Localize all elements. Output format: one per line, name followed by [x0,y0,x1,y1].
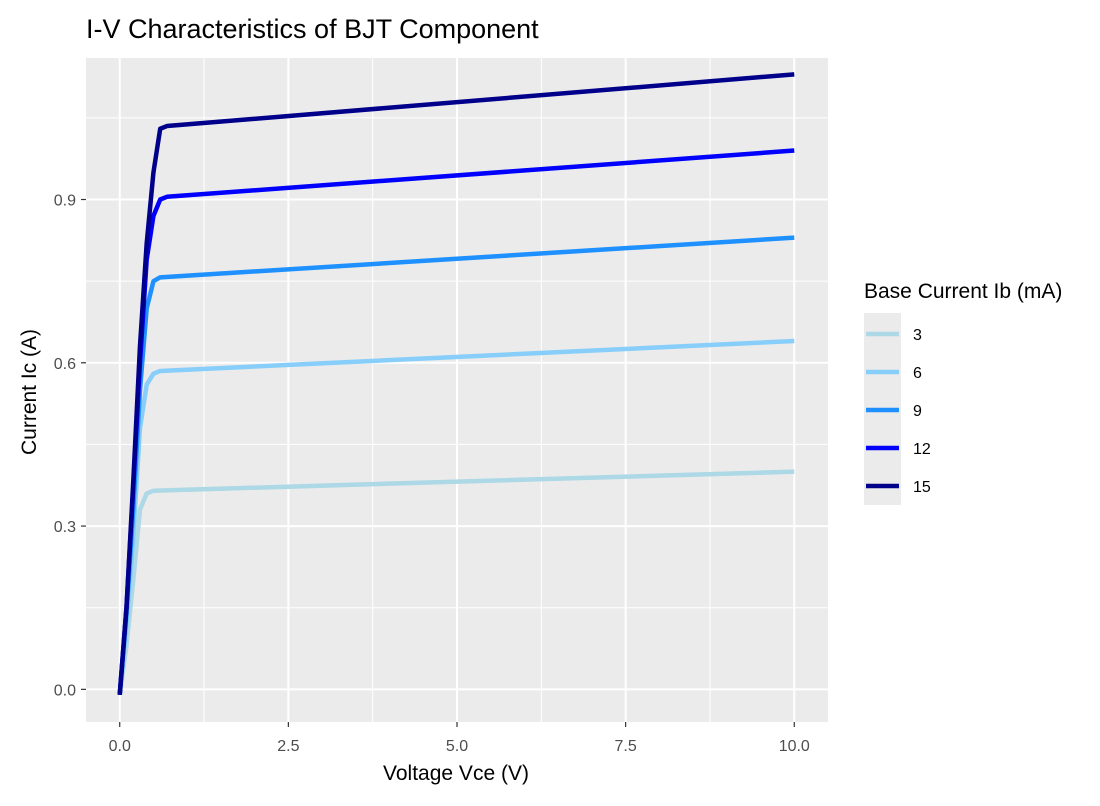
x-tick-label: 10.0 [779,738,810,755]
x-tick-label: 5.0 [446,738,468,755]
y-tick-label: 0.0 [54,682,76,699]
y-axis-title: Current Ic (A) [18,329,41,455]
legend-label-3: 3 [913,327,922,344]
x-tick-label: 7.5 [615,738,637,755]
series-line-15 [117,72,795,695]
legend-title: Base Current Ib (mA) [864,280,1062,303]
legend-label-9: 9 [913,403,922,420]
legend-label-6: 6 [913,365,922,382]
legend-label-15: 15 [913,479,931,496]
legend: Base Current Ib (mA) 3 6 9 12 15 [864,280,1062,505]
x-tick-label: 2.5 [277,738,299,755]
y-tick-label: 0.9 [54,193,76,210]
y-tick-label: 0.3 [54,519,76,536]
axis-ticks: 0.0 2.5 5.0 7.5 10.0 0.0 0.3 0.6 0.9 [54,193,810,755]
series-lines [117,72,795,696]
chart-title: I-V Characteristics of BJT Component [86,14,539,44]
x-axis-title: Voltage Vce (V) [383,762,529,785]
y-tick-label: 0.6 [54,356,76,373]
legend-label-12: 12 [913,441,931,458]
x-tick-label: 0.0 [109,738,131,755]
